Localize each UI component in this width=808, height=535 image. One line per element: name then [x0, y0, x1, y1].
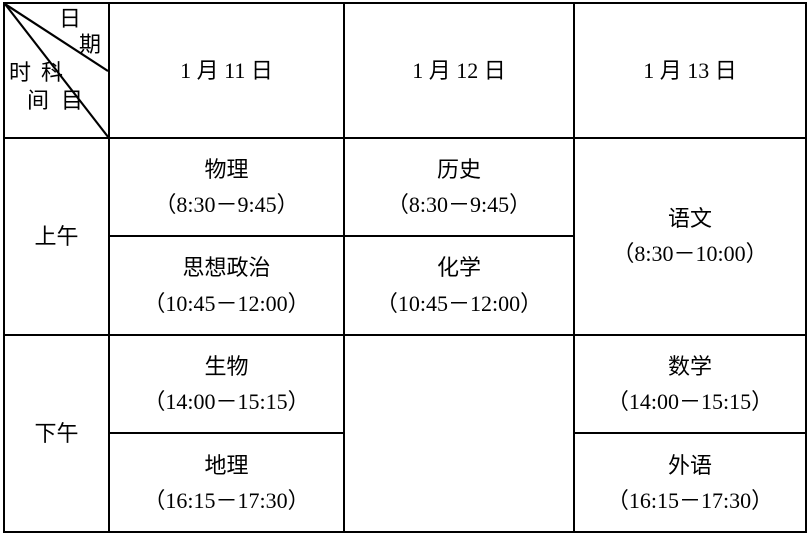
date-header-2: 1 月 12 日	[344, 3, 574, 138]
schedule-table: 日 期 科 目 时 间 1 月 11 日 1 月 12 日 1 月 13 日 上…	[3, 2, 807, 533]
subject-label: 思想政治	[112, 250, 341, 285]
diag-time-label-2: 间	[27, 90, 49, 112]
time-label: （8:30－10:00）	[577, 236, 803, 271]
subject-label: 化学	[347, 250, 571, 285]
cell-pm-d1-r1: 生物 （14:00－15:15）	[109, 335, 344, 434]
cell-am-d2-r2: 化学 （10:45－12:00）	[344, 236, 574, 335]
diag-subject-label-1: 科	[41, 62, 63, 84]
cell-am-d2-r1: 历史 （8:30－9:45）	[344, 138, 574, 237]
cell-pm-d3-r1: 数学 （14:00－15:15）	[574, 335, 806, 434]
cell-pm-d3-r2: 外语 （16:15－17:30）	[574, 433, 806, 532]
cell-am-d1-r1: 物理 （8:30－9:45）	[109, 138, 344, 237]
time-label: （8:30－9:45）	[347, 187, 571, 222]
time-label: （16:15－17:30）	[577, 483, 803, 518]
cell-am-d3: 语文 （8:30－10:00）	[574, 138, 806, 335]
diag-date-label-1: 日	[59, 8, 81, 30]
subject-label: 历史	[347, 152, 571, 187]
time-label: （8:30－9:45）	[112, 187, 341, 222]
time-label: （16:15－17:30）	[112, 483, 341, 518]
subject-label: 语文	[577, 201, 803, 236]
subject-label: 地理	[112, 448, 341, 483]
subject-label: 生物	[112, 349, 341, 384]
cell-pm-d2-empty	[344, 335, 574, 532]
cell-pm-d1-r2: 地理 （16:15－17:30）	[109, 433, 344, 532]
diag-time-label-1: 时	[9, 62, 31, 84]
time-label: （10:45－12:00）	[112, 286, 341, 321]
time-label: （14:00－15:15）	[577, 384, 803, 419]
period-afternoon: 下午	[4, 335, 109, 532]
diag-subject-label-2: 目	[61, 90, 83, 112]
date-header-3: 1 月 13 日	[574, 3, 806, 138]
time-label: （14:00－15:15）	[112, 384, 341, 419]
subject-label: 物理	[112, 152, 341, 187]
time-label: （10:45－12:00）	[347, 286, 571, 321]
cell-am-d1-r2: 思想政治 （10:45－12:00）	[109, 236, 344, 335]
diagonal-header: 日 期 科 目 时 间	[4, 3, 109, 138]
period-morning: 上午	[4, 138, 109, 335]
diag-date-label-2: 期	[79, 34, 101, 56]
subject-label: 数学	[577, 349, 803, 384]
subject-label: 外语	[577, 448, 803, 483]
date-header-1: 1 月 11 日	[109, 3, 344, 138]
